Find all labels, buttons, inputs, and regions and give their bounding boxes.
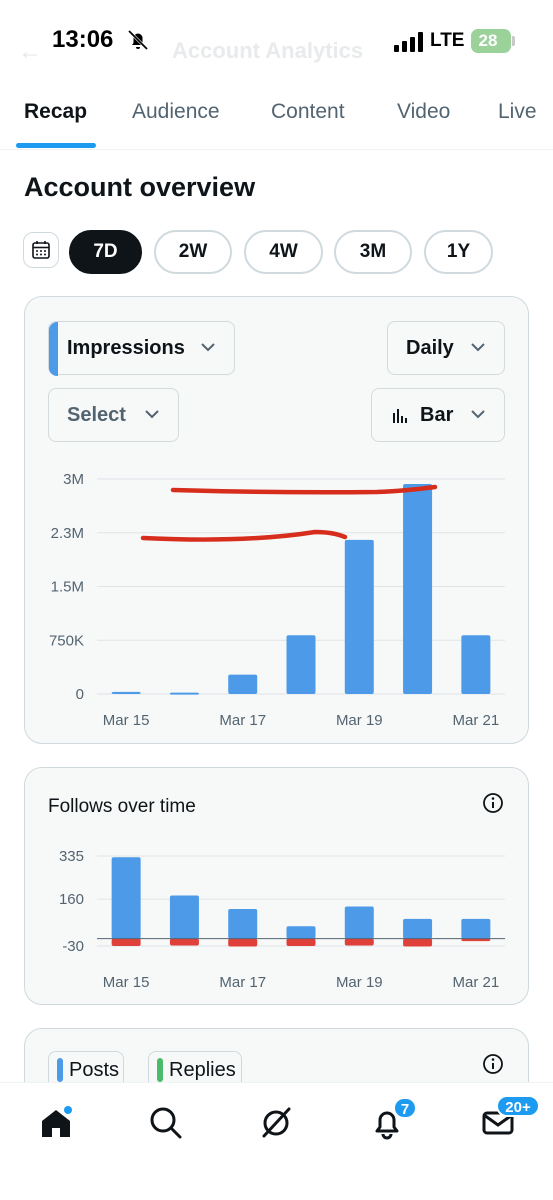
impressions-bar xyxy=(111,691,141,694)
impressions-bar xyxy=(403,484,433,694)
impressions-bar xyxy=(461,635,491,694)
legend-replies-label: Replies xyxy=(169,1058,236,1081)
calendar-button[interactable] xyxy=(23,232,59,268)
chevron-down-icon xyxy=(471,343,485,352)
search-icon[interactable] xyxy=(146,1103,186,1143)
calendar-icon xyxy=(32,241,50,259)
battery-icon: 28 xyxy=(471,29,511,53)
compare-dropdown[interactable]: Select xyxy=(48,388,179,442)
unfollows-bar xyxy=(286,938,316,946)
red-annotation-stroke-middle xyxy=(140,529,348,542)
unfollows-bar xyxy=(344,938,374,946)
y-tick-label: 1.5M xyxy=(51,579,84,596)
follows-bar xyxy=(461,918,491,939)
y-tick-label: 0 xyxy=(76,686,84,703)
x-tick-label: Mar 17 xyxy=(219,712,266,729)
battery-nub xyxy=(512,36,515,46)
follows-bar xyxy=(344,906,374,939)
metric-label: Impressions xyxy=(67,336,185,359)
status-bar: ← Account Analytics 13:06 LTE 28 xyxy=(0,0,553,84)
chevron-down-icon xyxy=(201,343,215,352)
back-arrow-icon[interactable]: ← xyxy=(18,38,42,65)
red-annotation-stroke-top xyxy=(170,484,438,495)
follows-bar xyxy=(286,926,316,939)
range-4w[interactable]: 4W xyxy=(244,230,323,274)
follows-bar xyxy=(228,909,258,939)
chart-style-dropdown[interactable]: Bar xyxy=(371,388,505,442)
y-tick-label: -30 xyxy=(62,938,84,955)
range-7d[interactable]: 7D xyxy=(69,230,142,274)
y-tick-label: 160 xyxy=(59,891,84,908)
messages-badge: 20+ xyxy=(496,1095,540,1117)
status-time: 13:06 xyxy=(52,26,114,53)
x-tick-label: Mar 19 xyxy=(336,974,383,991)
battery-level: 28 xyxy=(478,31,498,50)
tab-recap[interactable]: Recap xyxy=(24,100,88,123)
network-type: LTE xyxy=(430,30,465,51)
y-tick-label: 335 xyxy=(59,848,84,865)
metric-dropdown[interactable]: Impressions xyxy=(48,321,235,376)
impressions-bar xyxy=(286,635,316,694)
y-tick-label: 3M xyxy=(63,471,84,488)
page-title-faded: Account Analytics xyxy=(172,38,364,63)
range-1y[interactable]: 1Y xyxy=(424,230,493,274)
follows-bar xyxy=(111,857,141,939)
posts-swatch xyxy=(57,1058,63,1082)
interval-label: Daily xyxy=(406,336,454,359)
range-2w[interactable]: 2W xyxy=(154,230,232,274)
impressions-bar-chart: 3M 2.3M 1.5M 750K 0 Mar 15 Mar 17 Mar 19 Mar 21 xyxy=(49,471,505,729)
y-tick-label: 750K xyxy=(49,632,84,649)
info-icon[interactable] xyxy=(482,1053,504,1075)
impressions-bar xyxy=(228,674,258,694)
notifications-badge: 7 xyxy=(393,1097,417,1119)
x-tick-label: Mar 21 xyxy=(453,712,500,729)
impressions-bar xyxy=(169,692,199,695)
section-title: Account overview xyxy=(24,172,256,202)
impressions-card: Impressions Daily Select Bar 3M 2.3M 1.5M 7… xyxy=(24,296,529,744)
metric-color-bar xyxy=(49,322,58,376)
range-3m[interactable]: 3M xyxy=(334,230,412,274)
chart-style-label: Bar xyxy=(420,403,454,426)
tab-audience[interactable]: Audience xyxy=(132,100,220,123)
active-tab-indicator xyxy=(16,143,96,148)
tab-video[interactable]: Video xyxy=(397,100,451,123)
follows-card: Follows over time 335 160 -30 Mar 15 Mar 17 M… xyxy=(24,767,529,1005)
x-tick-label: Mar 15 xyxy=(103,712,150,729)
bottom-nav: 7 20+ xyxy=(0,1082,553,1200)
x-tick-label: Mar 21 xyxy=(453,974,500,991)
notifications-icon[interactable] xyxy=(367,1103,407,1143)
analytics-tabs: Recap Audience Content Video Live xyxy=(0,92,553,150)
chevron-down-icon xyxy=(471,410,485,419)
info-icon[interactable] xyxy=(482,792,504,814)
unfollows-bar xyxy=(111,938,141,946)
bar-chart-icon xyxy=(393,409,407,423)
unfollows-bar xyxy=(228,938,258,947)
y-tick-label: 2.3M xyxy=(51,525,84,542)
unfollows-bar xyxy=(461,938,491,942)
interval-dropdown[interactable]: Daily xyxy=(387,321,505,375)
follows-bar-chart: 335 160 -30 Mar 15 Mar 17 Mar 19 Mar 21 xyxy=(59,848,505,991)
replies-swatch xyxy=(157,1058,163,1082)
chevron-down-icon xyxy=(145,410,159,419)
x-tick-label: Mar 19 xyxy=(336,712,383,729)
bell-off-icon xyxy=(127,29,149,51)
grok-icon[interactable] xyxy=(256,1103,296,1143)
legend-posts-label: Posts xyxy=(69,1058,120,1081)
tab-live[interactable]: Live xyxy=(498,100,537,123)
home-icon[interactable] xyxy=(36,1103,76,1143)
follows-card-title: Follows over time xyxy=(48,796,196,817)
compare-label: Select xyxy=(67,403,126,426)
follows-bar xyxy=(403,918,433,939)
tab-content[interactable]: Content xyxy=(271,100,345,123)
x-tick-label: Mar 17 xyxy=(219,974,266,991)
signal-icon xyxy=(394,32,423,52)
x-tick-label: Mar 15 xyxy=(103,974,150,991)
impressions-bar xyxy=(344,539,374,694)
follows-bar xyxy=(169,895,199,939)
unfollows-bar xyxy=(403,938,433,947)
unfollows-bar xyxy=(169,938,199,946)
